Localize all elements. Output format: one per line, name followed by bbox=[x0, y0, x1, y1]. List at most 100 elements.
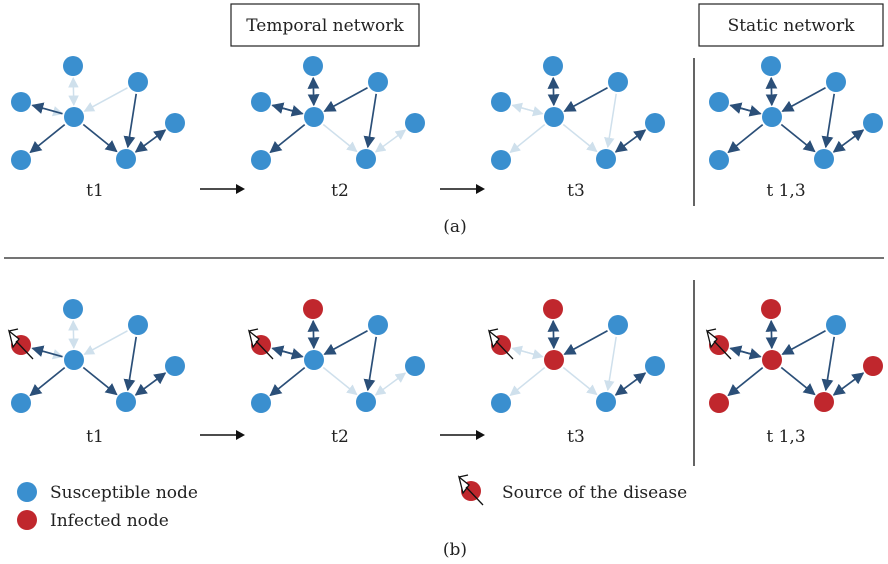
network-node bbox=[544, 350, 564, 370]
network-node bbox=[251, 92, 271, 112]
network-node bbox=[116, 149, 136, 169]
network-edge bbox=[780, 366, 816, 396]
network-edge bbox=[781, 330, 826, 355]
syringe-icon bbox=[7, 328, 34, 360]
network-edge bbox=[322, 366, 358, 396]
network-edge bbox=[31, 102, 63, 115]
network-node bbox=[128, 315, 148, 335]
network-node bbox=[368, 315, 388, 335]
network-node bbox=[304, 107, 324, 127]
network-a-t13 bbox=[709, 56, 883, 170]
network-node bbox=[368, 72, 388, 92]
network-node bbox=[544, 107, 564, 127]
network-edge bbox=[269, 123, 306, 154]
network-node bbox=[814, 392, 834, 412]
network-node bbox=[761, 299, 781, 319]
network-node bbox=[608, 72, 628, 92]
network-node bbox=[11, 92, 31, 112]
network-node bbox=[304, 350, 324, 370]
network-edge bbox=[727, 123, 764, 154]
network-node bbox=[491, 92, 511, 112]
time-arrowhead-a-1 bbox=[236, 184, 245, 194]
network-edge bbox=[29, 123, 66, 154]
network-a-t3 bbox=[491, 56, 665, 170]
network-b-t3 bbox=[487, 299, 665, 413]
temporal-network-title: Temporal network bbox=[246, 16, 404, 36]
network-edge bbox=[821, 93, 836, 149]
network-node bbox=[116, 392, 136, 412]
network-node bbox=[356, 149, 376, 169]
network-node bbox=[709, 92, 729, 112]
network-edge bbox=[781, 87, 826, 112]
network-a-t2 bbox=[251, 56, 425, 170]
network-node bbox=[863, 113, 883, 133]
network-edge bbox=[512, 104, 544, 117]
network-node bbox=[543, 299, 563, 319]
network-edge bbox=[31, 345, 63, 358]
label-b-t1: t1 bbox=[86, 427, 104, 447]
legend-source-label: Source of the disease bbox=[502, 483, 687, 503]
network-edge bbox=[82, 123, 118, 153]
network-node bbox=[645, 113, 665, 133]
network-node bbox=[491, 393, 511, 413]
network-node bbox=[303, 56, 323, 76]
network-edge bbox=[604, 336, 617, 392]
network-node bbox=[762, 350, 782, 370]
network-edge bbox=[509, 124, 546, 154]
network-node bbox=[645, 356, 665, 376]
network-node bbox=[64, 350, 84, 370]
legend: Susceptible node Infected node Source of… bbox=[17, 474, 687, 531]
network-edge bbox=[780, 123, 816, 153]
network-node bbox=[761, 56, 781, 76]
panel-b: t1 t2 t3 t 1,3 bbox=[7, 280, 883, 466]
network-node bbox=[709, 150, 729, 170]
legend-susceptible-label: Susceptible node bbox=[50, 483, 198, 503]
network-node bbox=[165, 113, 185, 133]
network-edge bbox=[727, 366, 764, 397]
network-b-t2 bbox=[247, 299, 425, 413]
network-edge bbox=[29, 366, 66, 397]
network-node bbox=[251, 150, 271, 170]
network-b-t1 bbox=[7, 299, 185, 413]
network-edge bbox=[363, 336, 378, 392]
legend-infected-swatch bbox=[17, 510, 37, 530]
network-a-t1 bbox=[11, 56, 185, 170]
network-edge bbox=[730, 104, 762, 117]
network-edge bbox=[512, 347, 544, 360]
network-edge bbox=[821, 336, 836, 392]
network-node bbox=[165, 356, 185, 376]
network-edge bbox=[547, 76, 560, 107]
network-node bbox=[709, 393, 729, 413]
label-b-t13: t 1,3 bbox=[766, 427, 805, 447]
network-node bbox=[64, 107, 84, 127]
network-edge bbox=[123, 93, 138, 149]
network-edge bbox=[614, 129, 647, 153]
network-edge bbox=[123, 336, 138, 392]
network-node bbox=[826, 315, 846, 335]
network-node bbox=[491, 150, 511, 170]
network-node bbox=[356, 392, 376, 412]
network-edge bbox=[832, 129, 865, 153]
network-node bbox=[63, 56, 83, 76]
static-network-header: Static network bbox=[698, 3, 884, 47]
network-edge bbox=[765, 319, 778, 350]
label-a-t13: t 1,3 bbox=[766, 181, 805, 201]
network-edge bbox=[374, 372, 407, 396]
panel-a: t1 t2 t3 t 1,3 (a) bbox=[11, 56, 883, 237]
network-edge bbox=[547, 319, 560, 350]
time-arrowhead-a-2 bbox=[476, 184, 485, 194]
network-edge bbox=[322, 123, 358, 153]
time-arrowhead-b-2 bbox=[476, 430, 485, 440]
time-arrowhead-b-1 bbox=[236, 430, 245, 440]
network-edge bbox=[323, 87, 368, 112]
syringe-icon bbox=[457, 474, 484, 506]
network-node bbox=[543, 56, 563, 76]
network-edge bbox=[269, 366, 306, 397]
network-edge bbox=[832, 372, 865, 396]
network-edge bbox=[363, 93, 378, 149]
temporal-network-header: Temporal network bbox=[230, 3, 420, 47]
network-edge bbox=[68, 319, 79, 350]
syringe-icon bbox=[705, 328, 732, 360]
network-node bbox=[863, 356, 883, 376]
